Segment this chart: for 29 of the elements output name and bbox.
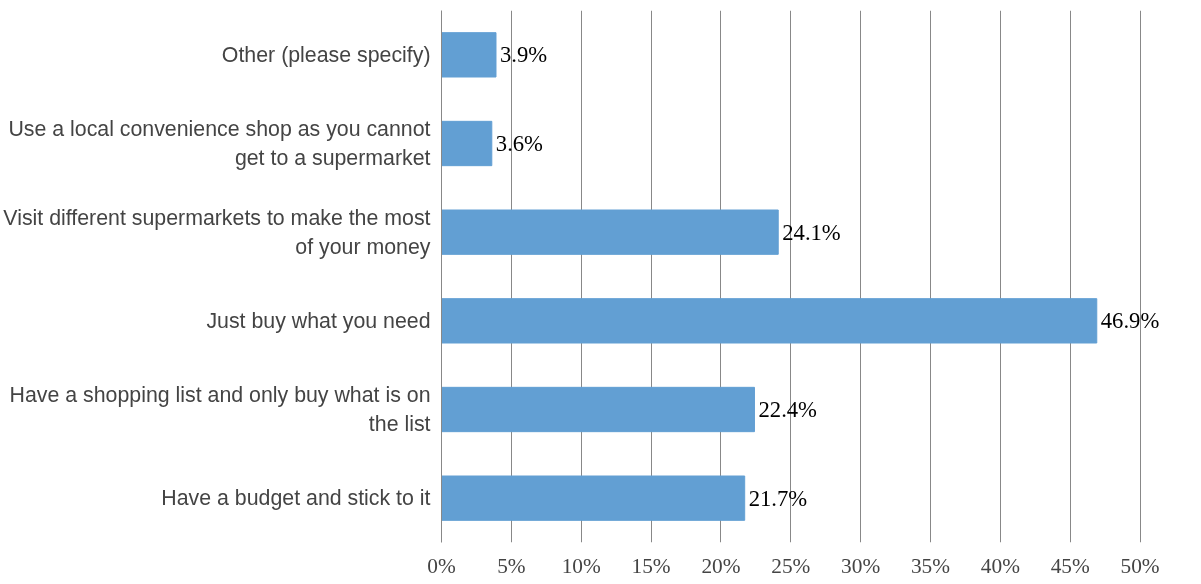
x-tick-label: 10% [561, 553, 601, 578]
data-label: 46.9% [1100, 308, 1160, 334]
data-label: 22.4% [758, 397, 818, 422]
y-tick-label: Use a local convenience shop as you cannot get to a supermarket [8, 117, 431, 170]
x-tick-label: 40% [980, 553, 1021, 578]
x-tick-label: 15% [631, 553, 671, 578]
y-tick-label: Visit different supermarkets to make the most of your money [3, 205, 431, 259]
bar [441, 32, 497, 78]
x-tick-label: 50% [1120, 553, 1160, 578]
x-tick-label: 30% [841, 553, 881, 578]
data-label: 3.6% [495, 131, 544, 156]
data-label: 24.1% [782, 219, 841, 245]
y-tick-label: Have a shopping list and only buy what is on the list [9, 383, 431, 436]
x-tick-label: 45% [1050, 553, 1091, 578]
bar [441, 298, 1098, 344]
y-tick-label: Have a budget and stick to it [161, 486, 431, 511]
y-tick-label: Other (please specify) [221, 42, 431, 67]
x-tick-label: 25% [771, 553, 811, 578]
data-label: 3.9% [499, 42, 548, 68]
x-tick-label: 20% [701, 553, 741, 578]
bar [441, 475, 746, 521]
bar [441, 209, 779, 255]
bar [441, 386, 755, 433]
x-tick-label: 5% [497, 553, 526, 578]
bar [441, 120, 493, 167]
x-tick-label: 0% [427, 553, 456, 578]
x-tick-label: 35% [910, 553, 951, 578]
y-tick-label: Just buy what you need [206, 308, 431, 333]
data-label: 21.7% [748, 485, 808, 511]
